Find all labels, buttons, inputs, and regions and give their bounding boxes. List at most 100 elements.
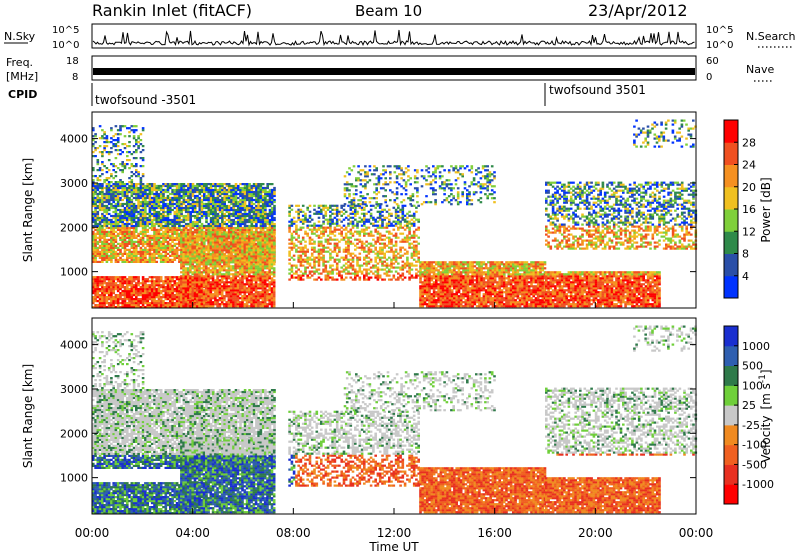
- heatmap-cell: [203, 190, 206, 194]
- heatmap-cell: [130, 192, 134, 196]
- heatmap-cell: [216, 194, 220, 198]
- heatmap-cell: [121, 238, 124, 241]
- heatmap-cell: [144, 248, 147, 251]
- heatmap-cell: [290, 248, 294, 251]
- heatmap-cell: [207, 186, 211, 190]
- heatmap-cell: [234, 208, 238, 212]
- heatmap-cell: [193, 259, 197, 262]
- heatmap-cell: [105, 248, 109, 251]
- heatmap-cell: [139, 216, 143, 220]
- heatmap-cell: [150, 246, 154, 249]
- heatmap-cell: [212, 256, 215, 259]
- heatmap-cell: [137, 212, 140, 216]
- heatmap-cell: [214, 291, 217, 294]
- heatmap-cell: [211, 241, 215, 244]
- heatmap-cell: [225, 239, 228, 242]
- heatmap-cell: [144, 302, 147, 305]
- heatmap-cell: [248, 299, 251, 302]
- heatmap-cell: [96, 290, 100, 293]
- heatmap-cell: [207, 269, 210, 272]
- heatmap-cell: [189, 293, 192, 296]
- heatmap-cell: [191, 249, 194, 252]
- heatmap-cell: [248, 293, 251, 296]
- heatmap-cell: [148, 296, 152, 299]
- heatmap-cell: [218, 200, 222, 204]
- heatmap-cell: [270, 200, 274, 204]
- heatmap-cell: [195, 265, 199, 268]
- heatmap-cell: [207, 293, 210, 296]
- heatmap-cell: [107, 278, 111, 281]
- heatmap-cell: [292, 220, 296, 223]
- heatmap-cell: [123, 286, 127, 289]
- heatmap-cell: [130, 282, 134, 285]
- heatmap-cell: [254, 301, 258, 304]
- heatmap-cell: [195, 297, 199, 300]
- heatmap-cell: [193, 271, 197, 274]
- heatmap-cell: [218, 188, 222, 192]
- heatmap-cell: [225, 279, 228, 282]
- heatmap-cell: [92, 278, 95, 281]
- heatmap-cell: [132, 242, 136, 245]
- heatmap-cell: [268, 239, 271, 242]
- heatmap-cell: [182, 200, 186, 204]
- heatmap-cell: [175, 300, 179, 303]
- heatmap-cell: [191, 245, 194, 248]
- heatmap-cell: [180, 285, 183, 288]
- heatmap-cell: [225, 204, 229, 208]
- heatmap-cell: [211, 303, 215, 306]
- heatmap-cell: [234, 265, 237, 268]
- heatmap-cell: [239, 297, 242, 300]
- heatmap-cell: [153, 292, 156, 295]
- heatmap-cell: [268, 255, 271, 258]
- heatmap-cell: [272, 259, 276, 262]
- heatmap-cell: [266, 226, 269, 230]
- heatmap-cell: [178, 280, 181, 283]
- heatmap-cell: [98, 202, 102, 206]
- heatmap-cell: [248, 259, 251, 262]
- heatmap-cell: [227, 228, 231, 231]
- heatmap-cell: [209, 192, 213, 196]
- heatmap-cell: [105, 278, 109, 281]
- heatmap-cell: [164, 252, 168, 255]
- heatmap-cell: [205, 259, 208, 262]
- heatmap-cell: [227, 224, 231, 228]
- heatmap-cell: [189, 188, 192, 192]
- heatmap-cell: [237, 188, 240, 192]
- heatmap-cell: [209, 271, 213, 274]
- heatmap-cell: [98, 260, 102, 263]
- heatmap-cell: [137, 252, 140, 255]
- heatmap-cell: [229, 285, 233, 288]
- heatmap-cell: [214, 283, 217, 286]
- heatmap-cell: [164, 216, 168, 220]
- heatmap-cell: [164, 286, 168, 289]
- heatmap-cell: [273, 226, 276, 230]
- heatmap-cell: [121, 210, 124, 214]
- heatmap-cell: [119, 286, 122, 289]
- heatmap-cell: [164, 206, 168, 210]
- heatmap-cell: [266, 239, 269, 242]
- heatmap-cell: [123, 288, 127, 291]
- heatmap-cell: [159, 228, 163, 231]
- heatmap-cell: [150, 276, 154, 279]
- heatmap-cell: [153, 210, 156, 214]
- heatmap-cell: [112, 300, 115, 303]
- heatmap-cell: [250, 232, 254, 235]
- heatmap-cell: [146, 290, 149, 293]
- heatmap-cell: [184, 295, 188, 298]
- heatmap-cell: [214, 247, 217, 250]
- heatmap-cell: [173, 210, 177, 214]
- heatmap-cell: [241, 186, 245, 190]
- heatmap-cell: [112, 256, 115, 259]
- heatmap-cell: [205, 204, 208, 208]
- heatmap-cell: [180, 297, 183, 300]
- heatmap-cell: [135, 250, 138, 253]
- heatmap-cell: [169, 250, 172, 253]
- heatmap-cell: [191, 281, 194, 284]
- heatmap-cell: [103, 210, 106, 214]
- heatmap-cell: [259, 251, 262, 254]
- heatmap-cell: [212, 190, 215, 194]
- heatmap-cell: [229, 253, 233, 256]
- heatmap-cell: [243, 249, 247, 252]
- heatmap-cell: [200, 198, 204, 202]
- heatmap-cell: [182, 259, 185, 262]
